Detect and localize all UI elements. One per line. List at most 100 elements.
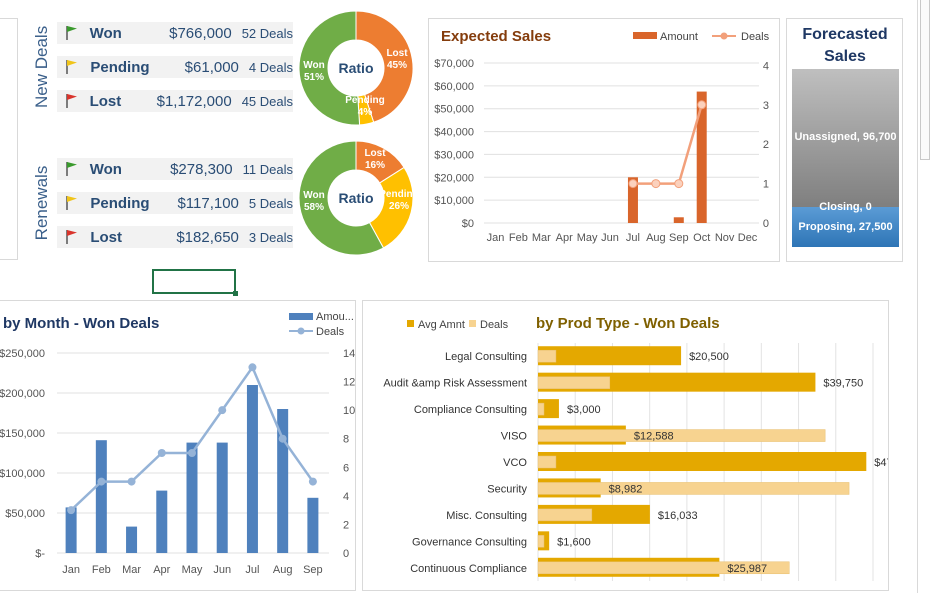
legend-swatch-amount bbox=[633, 32, 657, 39]
vertical-scrollbar[interactable] bbox=[920, 0, 930, 160]
bar-amount bbox=[696, 91, 707, 223]
bar-deals bbox=[537, 508, 593, 522]
category-label: Misc. Consulting bbox=[446, 510, 527, 522]
y2-tick-label: 0 bbox=[763, 218, 769, 230]
y-tick-label: $- bbox=[35, 548, 45, 560]
legend-label-deals: Deals bbox=[316, 326, 345, 338]
flag-icon bbox=[65, 93, 82, 109]
bar-amount bbox=[126, 526, 138, 553]
x-tick-label: Jan bbox=[487, 232, 505, 244]
donut-label-won: Won bbox=[303, 60, 324, 71]
flag-icon bbox=[65, 59, 82, 75]
y2-tick-label: 4 bbox=[343, 491, 349, 503]
point-deals bbox=[157, 449, 166, 457]
y-tick-label: $50,000 bbox=[434, 104, 474, 116]
donut-pct-pending: 26% bbox=[389, 201, 409, 212]
forecast-panel: Forecasted Sales Unassigned, 96,700 Clos… bbox=[786, 18, 903, 262]
donut-pct-won: 58% bbox=[304, 202, 324, 213]
forecast-unassigned-label: Unassigned, 96,700 bbox=[794, 131, 897, 143]
donut-pct-pending: 4% bbox=[358, 107, 373, 118]
row-amount: $182,650 bbox=[176, 228, 239, 246]
by-prod-type-title: by Prod Type - Won Deals bbox=[536, 315, 720, 332]
y2-tick-label: 10 bbox=[343, 405, 355, 417]
renewals-row-lost: Lost $182,650 3 Deals bbox=[57, 226, 293, 248]
legend-label-avg: Avg Amnt bbox=[418, 319, 465, 331]
row-amount: $61,000 bbox=[184, 58, 239, 76]
donut-pct-lost: 16% bbox=[365, 160, 385, 171]
row-amount: $1,172,000 bbox=[156, 92, 232, 110]
point-deals bbox=[697, 100, 707, 110]
category-label: VISO bbox=[501, 431, 528, 443]
expected-sales-title: Expected Sales bbox=[441, 28, 551, 45]
donut-pct-won: 51% bbox=[304, 72, 324, 83]
row-deal-count: 52 Deals bbox=[241, 25, 293, 41]
value-label: $16,033 bbox=[658, 510, 698, 522]
row-status: Won bbox=[89, 160, 122, 178]
bar-deals bbox=[537, 376, 611, 389]
forecast-closing-label: Closing, 0 bbox=[819, 201, 872, 213]
bar-amount bbox=[277, 409, 289, 553]
point-deals bbox=[218, 406, 227, 415]
donut-label-lost: Lost bbox=[386, 48, 408, 59]
renewals-label: Renewals bbox=[32, 165, 51, 241]
point-deals bbox=[67, 506, 76, 515]
point-deals bbox=[127, 477, 136, 486]
y-tick-label: $30,000 bbox=[434, 149, 474, 161]
x-tick-label: Oct bbox=[693, 232, 710, 244]
by-prod-type-panel: Avg Amnt Deals by Prod Type - Won Deals Leg… bbox=[362, 300, 889, 591]
donut-center-label: Ratio bbox=[339, 60, 374, 76]
renewals-row-pending: Pending $117,100 5 Deals bbox=[57, 192, 293, 214]
x-tick-label: Jun bbox=[213, 564, 231, 576]
x-tick-label: Jul bbox=[245, 564, 259, 576]
value-label: $3,000 bbox=[567, 404, 601, 416]
legend-swatch-amount bbox=[289, 313, 313, 320]
x-tick-label: Jul bbox=[626, 232, 640, 244]
y2-tick-label: 8 bbox=[343, 434, 349, 446]
row-amount: $117,100 bbox=[177, 194, 239, 212]
new-deals-row-won: Won $766,000 52 Deals bbox=[57, 22, 293, 44]
x-tick-label: Apr bbox=[556, 232, 573, 244]
flag-icon bbox=[65, 229, 82, 245]
value-label: $8,982 bbox=[609, 483, 643, 495]
category-label: Security bbox=[487, 483, 527, 495]
x-tick-label: Apr bbox=[153, 564, 170, 576]
x-tick-label: Jun bbox=[601, 232, 619, 244]
value-label: $25,987 bbox=[727, 563, 767, 575]
forecast-proposing-label: Proposing, 27,500 bbox=[798, 221, 893, 233]
row-status: Lost bbox=[90, 228, 123, 246]
flag-icon bbox=[65, 161, 82, 177]
row-status: Pending bbox=[90, 194, 150, 212]
x-tick-label: Feb bbox=[92, 564, 111, 576]
row-deal-count: 4 Deals bbox=[248, 59, 293, 75]
value-label: $39,750 bbox=[823, 378, 863, 390]
y2-tick-label: 3 bbox=[763, 100, 769, 112]
x-tick-label: Sep bbox=[303, 564, 323, 576]
new-deals-label: New Deals bbox=[32, 25, 51, 108]
bar-avg-amount bbox=[538, 346, 682, 366]
y-tick-label: $150,000 bbox=[0, 428, 45, 440]
legend-marker-deals bbox=[297, 327, 305, 335]
selected-cell[interactable] bbox=[152, 269, 236, 294]
expected-sales-panel: Expected Sales Amount Deals $0 $10,000 $20,00… bbox=[428, 18, 780, 262]
x-tick-label: Nov bbox=[715, 232, 735, 244]
bar-deals bbox=[537, 561, 790, 575]
row-deal-count: 11 Deals bbox=[242, 161, 293, 177]
x-tick-label: May bbox=[577, 232, 598, 244]
y2-tick-label: 2 bbox=[343, 519, 349, 531]
legend-label-amount: Amou... bbox=[316, 311, 354, 323]
forecast-unassigned-segment: Unassigned, 96,700 bbox=[792, 69, 899, 207]
bar-amount bbox=[627, 177, 638, 223]
y-tick-label: $40,000 bbox=[434, 127, 474, 139]
bar-amount bbox=[673, 217, 684, 223]
row-status: Pending bbox=[90, 58, 150, 76]
legend-marker-deals bbox=[720, 32, 728, 40]
line-deals bbox=[632, 104, 703, 185]
fill-handle[interactable] bbox=[233, 291, 238, 296]
bar-amount bbox=[307, 497, 319, 553]
x-tick-label: Jan bbox=[62, 564, 80, 576]
bar-deals bbox=[537, 455, 557, 469]
point-deals bbox=[674, 179, 684, 189]
x-tick-label: Mar bbox=[532, 232, 551, 244]
y2-tick-label: 0 bbox=[343, 548, 349, 560]
